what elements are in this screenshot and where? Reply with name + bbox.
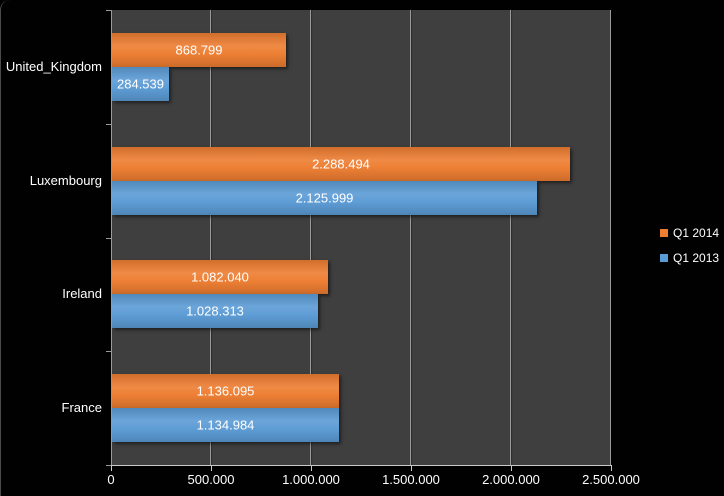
value-axis-tick — [511, 466, 512, 471]
legend-item-q1-2013: Q1 2013 — [660, 251, 719, 265]
value-axis-label-500.000: 500.000 — [187, 472, 235, 487]
bar-gradient-overlay — [112, 260, 328, 295]
legend-item-q1-2014: Q1 2014 — [660, 226, 719, 240]
bar-value-label: 1.028.313 — [186, 303, 244, 319]
category-axis-tick — [106, 10, 111, 11]
legend-swatch-q1-2014 — [660, 229, 668, 237]
bar-q1-2014-united_kingdom: 868.799 — [112, 32, 286, 67]
value-axis-tick — [111, 466, 112, 471]
bar-q1-2013-ireland: 1.028.313 — [112, 294, 318, 329]
bar-value-label: 2.288.494 — [312, 156, 370, 172]
bar-q1-2014-luxembourg: 2.288.494 — [112, 146, 570, 181]
category-axis-tick — [106, 351, 111, 353]
bar-gradient-overlay — [112, 66, 169, 101]
bar-gradient-overlay — [112, 146, 570, 181]
bar-value-label: 2.125.999 — [295, 190, 354, 206]
value-axis-tick — [611, 466, 612, 471]
bar-q1-2013-united_kingdom: 284.539 — [112, 66, 169, 101]
category-axis-line — [111, 10, 112, 465]
bar-gradient-overlay — [112, 374, 339, 409]
gridline-2.500.000 — [610, 10, 611, 465]
category-label-ireland: Ireland — [62, 286, 102, 302]
category-label-united_kingdom: United_Kingdom — [5, 58, 102, 74]
bar-gradient-overlay — [112, 408, 339, 443]
bar-q1-2014-ireland: 1.082.040 — [112, 260, 328, 295]
category-axis-tick — [106, 237, 111, 239]
value-axis-tick — [311, 466, 312, 471]
bar-value-label: 868.799 — [175, 42, 223, 58]
value-axis-label-1.500.000: 1.500.000 — [382, 472, 440, 487]
bar-q1-2014-france: 1.136.095 — [112, 374, 339, 409]
gridline-500.000 — [210, 10, 211, 465]
value-axis-tick — [211, 466, 212, 471]
value-axis-label-0: 0 — [107, 472, 115, 487]
plot-area: 868.799 284.539 2.288.494 2.125.999 1.082.04… — [111, 10, 611, 465]
category-axis-tick — [106, 123, 111, 125]
bar-q1-2013-france: 1.134.984 — [112, 408, 339, 443]
legend-swatch-q1-2013 — [660, 254, 668, 262]
bar-value-label: 284.539 — [117, 76, 164, 92]
bar-value-label: 1.134.984 — [196, 417, 255, 433]
bar-value-label: 1.082.040 — [191, 269, 249, 285]
bar-q1-2013-luxembourg: 2.125.999 — [112, 180, 537, 215]
bar-gradient-overlay — [112, 32, 286, 67]
gridline-1.500.000 — [410, 10, 411, 465]
value-axis-label-2.500.000: 2.500.000 — [582, 472, 640, 487]
value-axis-label-2.000.000: 2.000.000 — [482, 472, 540, 487]
legend-label-q1-2013: Q1 2013 — [673, 251, 720, 265]
bar-value-label: 1.136.095 — [196, 383, 255, 399]
category-label-luxembourg: Luxembourg — [29, 172, 102, 188]
category-label-france: France — [61, 400, 102, 416]
bar-gradient-overlay — [112, 294, 318, 329]
bar-gradient-overlay — [112, 180, 537, 215]
value-axis-tick — [411, 466, 412, 471]
value-axis-label-1.000.000: 1.000.000 — [282, 472, 340, 487]
gridline-2.000.000 — [510, 10, 511, 465]
category-axis-tick — [106, 465, 111, 466]
gridline-1.000.000 — [310, 10, 311, 465]
legend-label-q1-2014: Q1 2014 — [673, 226, 720, 240]
legend: Q1 2014 Q1 2013 — [660, 226, 719, 276]
value-axis-line — [111, 465, 612, 466]
